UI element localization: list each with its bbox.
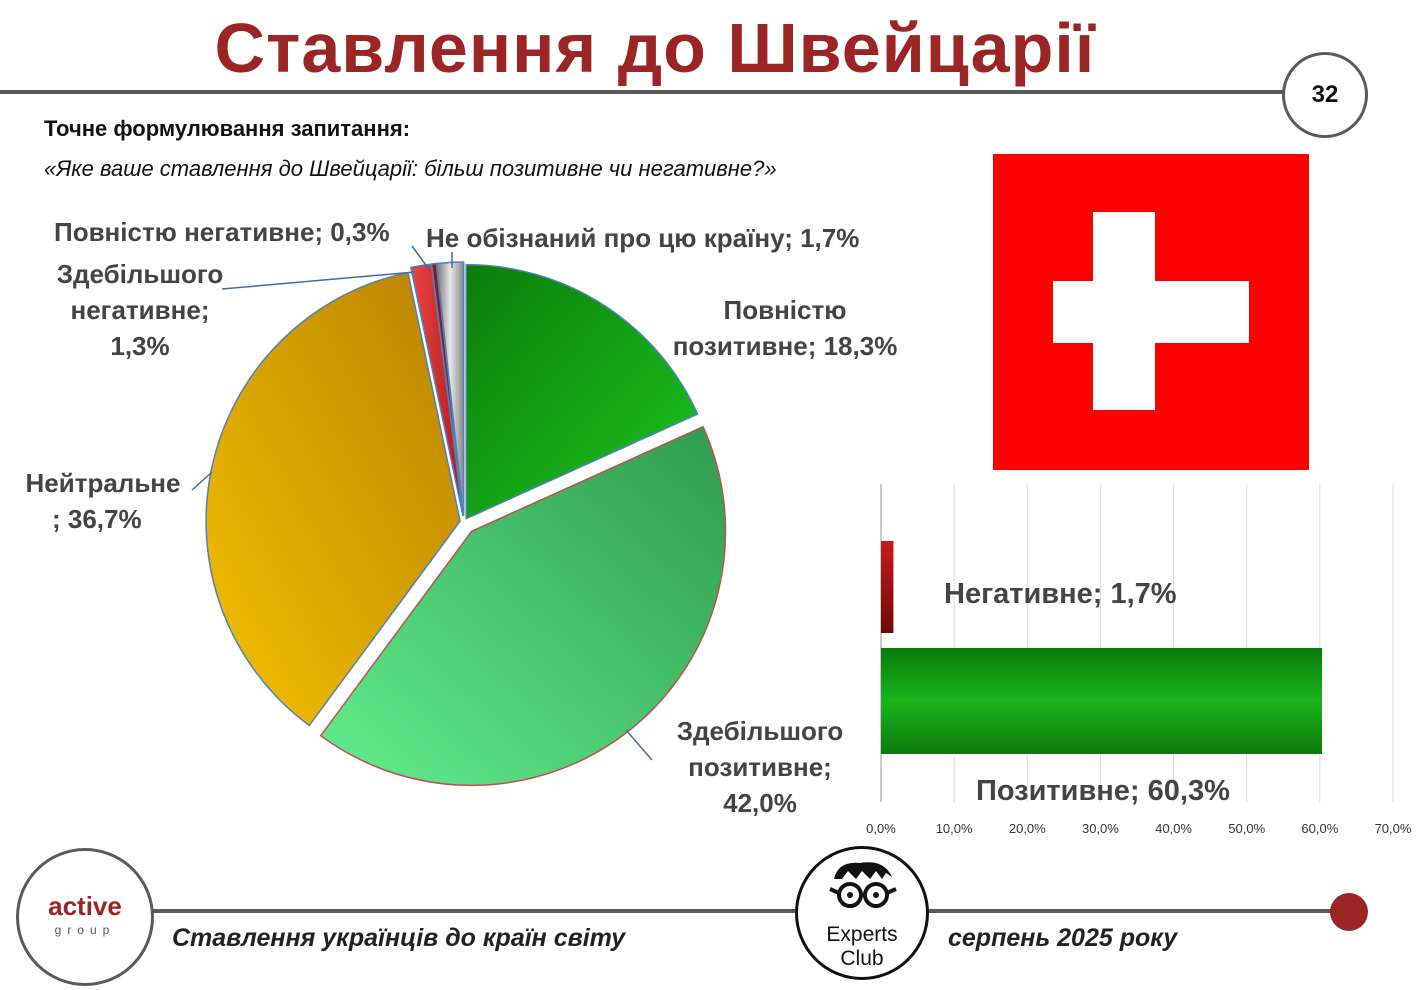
label-neutral-line1: Нейтральне	[25, 468, 181, 498]
x-tick-label: 70,0%	[1375, 821, 1412, 836]
label-neutral-line2: ; 36,7%	[52, 504, 142, 534]
survey-title: Ставлення українців до країн світу	[172, 924, 626, 952]
pie-slice-mostly-positive	[319, 425, 727, 787]
bar-chart: 0,0% 10,0% 20,0% 30,0% 40,0% 50,0% 60,0% 70,0%	[866, 484, 1412, 836]
x-tick-label: 10,0%	[936, 821, 973, 836]
label-mostly-positive-line3: 42,0%	[723, 788, 797, 818]
swiss-flag	[993, 154, 1309, 470]
x-tick-label: 0,0%	[866, 821, 896, 836]
leader-line-mostly-positive	[625, 729, 653, 761]
page-title: Ставлення до Швейцарії	[214, 9, 1096, 87]
bar-label-positive: Позитивне; 60,3%	[976, 775, 1230, 807]
question-text: «Яке ваше ставлення до Швейцарії: більш …	[44, 156, 777, 181]
experts-club-logo: Experts Club	[795, 846, 929, 980]
x-tick-label: 20,0%	[1009, 821, 1046, 836]
label-mostly-positive: Здебільшого позитивне; 42,0%	[660, 713, 860, 821]
active-logo-word: active	[48, 891, 122, 921]
leader-line-fully-negative	[411, 245, 429, 269]
club-logo-word: Club	[840, 947, 884, 970]
flag-cross-horizontal	[1053, 281, 1249, 343]
pie-slice-not-aware	[435, 261, 465, 517]
leader-line-mostly-negative	[221, 271, 416, 290]
pie-slice-fully-positive	[465, 263, 699, 520]
x-tick-label: 30,0%	[1082, 821, 1119, 836]
footer-divider	[120, 909, 1350, 913]
survey-date: серпень 2025 року	[948, 924, 1178, 952]
label-not-aware: Не обізнаний про цю країну; 1,7%	[426, 223, 860, 253]
header-divider	[0, 90, 1284, 94]
experts-logo-word: Experts	[826, 923, 898, 946]
label-mostly-negative-line1: Здебільшого	[56, 259, 224, 289]
question-label: Точне формулювання запитання:	[44, 116, 411, 141]
group-logo-word: group	[54, 923, 116, 937]
label-mostly-negative-line3: 1,3%	[110, 331, 170, 361]
x-tick-label: 50,0%	[1228, 821, 1265, 836]
pie-slice-neutral	[205, 271, 461, 727]
x-tick-label: 60,0%	[1301, 821, 1338, 836]
active-group-logo: active group	[16, 848, 154, 986]
glasses-face-icon	[829, 862, 897, 908]
leader-line-neutral	[191, 471, 213, 491]
label-mostly-negative: Здебільшого негативне; 1,3%	[50, 256, 230, 364]
label-neutral: Нейтральне ; 36,7%	[18, 465, 188, 537]
label-mostly-positive-line1: Здебільшого	[676, 716, 844, 746]
bar-label-negative: Негативне; 1,7%	[944, 578, 1177, 610]
x-tick-label: 40,0%	[1155, 821, 1192, 836]
footer-dot	[1330, 893, 1368, 931]
label-fully-negative: Повністю негативне; 0,3%	[54, 217, 390, 247]
bar-positive	[881, 648, 1323, 754]
label-fully-positive-line2: позитивне; 18,3%	[672, 331, 898, 361]
label-mostly-positive-line2: позитивне;	[688, 752, 832, 782]
label-fully-positive: Повністю позитивне; 18,3%	[660, 292, 910, 364]
bar-negative	[881, 541, 894, 633]
label-fully-positive-line1: Повністю	[723, 295, 847, 325]
label-mostly-negative-line2: негативне;	[70, 295, 210, 325]
page-number: 32	[1282, 52, 1368, 138]
